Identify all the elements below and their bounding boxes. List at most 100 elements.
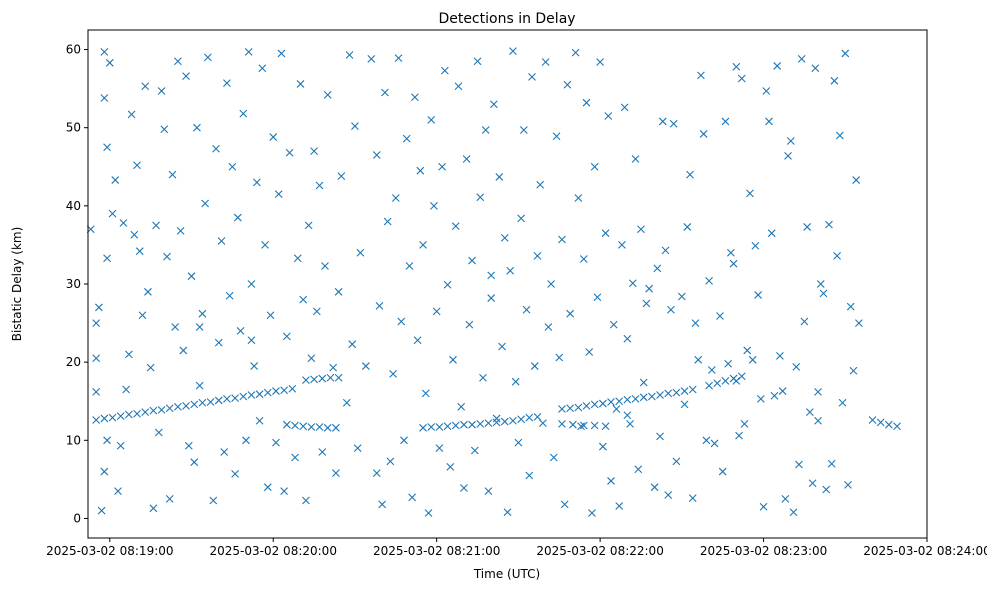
data-point [329, 363, 338, 372]
data-point [160, 125, 169, 134]
data-point [672, 388, 681, 397]
data-point [424, 509, 433, 517]
data-point [582, 402, 591, 410]
data-point [367, 55, 376, 63]
data-point [263, 483, 272, 492]
data-point [239, 109, 248, 118]
data-point [855, 319, 863, 327]
data-point [269, 133, 278, 141]
data-point [773, 62, 782, 70]
data-point [460, 420, 468, 429]
data-point [470, 446, 479, 455]
data-point [743, 346, 752, 355]
data-point [114, 487, 122, 495]
y-axis-label: Bistatic Delay (km) [10, 227, 24, 342]
data-point [724, 359, 733, 368]
data-point [732, 62, 741, 71]
data-point [849, 366, 858, 375]
x-tick-label: 2025-03-02 08:20:00 [210, 544, 337, 558]
data-point [133, 161, 141, 170]
data-point [884, 420, 893, 429]
data-point [811, 64, 820, 73]
data-point [261, 241, 269, 249]
data-point [250, 362, 259, 370]
x-axis-label: Time (UTC) [473, 567, 540, 581]
data-point [846, 302, 855, 311]
data-point [830, 76, 839, 85]
data-point [500, 417, 509, 426]
data-point [598, 442, 607, 451]
data-point [410, 93, 419, 102]
data-point [754, 291, 762, 299]
data-point [566, 309, 575, 318]
data-point [345, 51, 354, 59]
data-point [212, 144, 220, 153]
data-point [154, 428, 163, 437]
data-point [688, 494, 697, 503]
data-point [378, 500, 387, 509]
data-point [737, 74, 746, 83]
data-point [563, 80, 572, 89]
data-point [541, 58, 550, 66]
y-tick-label: 0 [73, 511, 81, 525]
data-point [680, 387, 689, 395]
data-point [759, 502, 768, 511]
data-point [326, 373, 335, 382]
data-point [394, 54, 403, 63]
data-point [111, 176, 120, 184]
data-point [231, 470, 239, 478]
y-tick-label: 50 [66, 121, 81, 135]
data-point [822, 485, 831, 494]
data-point [255, 416, 264, 425]
data-point [656, 391, 664, 399]
data-point [585, 348, 594, 356]
data-point [457, 402, 466, 411]
data-point [686, 170, 694, 179]
data-point [533, 251, 542, 260]
data-point [680, 400, 689, 409]
data-point [315, 181, 324, 190]
data-point [416, 166, 425, 175]
data-point [103, 436, 111, 445]
data-point [642, 299, 651, 308]
data-point [272, 387, 280, 395]
data-point [432, 307, 441, 316]
data-point [544, 323, 553, 331]
data-point [182, 72, 190, 80]
data-point [509, 47, 517, 55]
data-point [171, 323, 180, 331]
data-point [767, 229, 776, 238]
data-point [876, 418, 885, 427]
data-point [618, 241, 626, 249]
data-point [596, 58, 605, 66]
data-point [495, 173, 504, 181]
data-point [653, 264, 662, 273]
data-point [479, 373, 487, 382]
data-point [498, 342, 506, 351]
data-point [699, 130, 708, 138]
x-tick-label: 2025-03-02 08:24:00 [863, 544, 987, 558]
data-point [838, 398, 847, 407]
data-point [174, 402, 182, 411]
data-point [165, 495, 174, 503]
data-point [400, 436, 408, 445]
data-point [566, 404, 575, 413]
data-point [187, 272, 196, 281]
data-point [552, 132, 561, 141]
data-point [108, 413, 117, 422]
data-point [639, 378, 648, 387]
data-point [135, 247, 144, 256]
y-axis: 0 10 20 30 40 50 60 [66, 43, 88, 525]
data-point [702, 436, 711, 445]
data-point [195, 381, 204, 390]
data-point [669, 119, 678, 128]
data-point [280, 386, 289, 395]
data-point [598, 399, 607, 408]
data-point [263, 388, 272, 397]
data-point [100, 94, 109, 102]
data-point [465, 320, 474, 329]
data-point [718, 467, 727, 476]
data-point [443, 280, 452, 289]
data-point [383, 217, 392, 226]
data-point [165, 404, 174, 413]
